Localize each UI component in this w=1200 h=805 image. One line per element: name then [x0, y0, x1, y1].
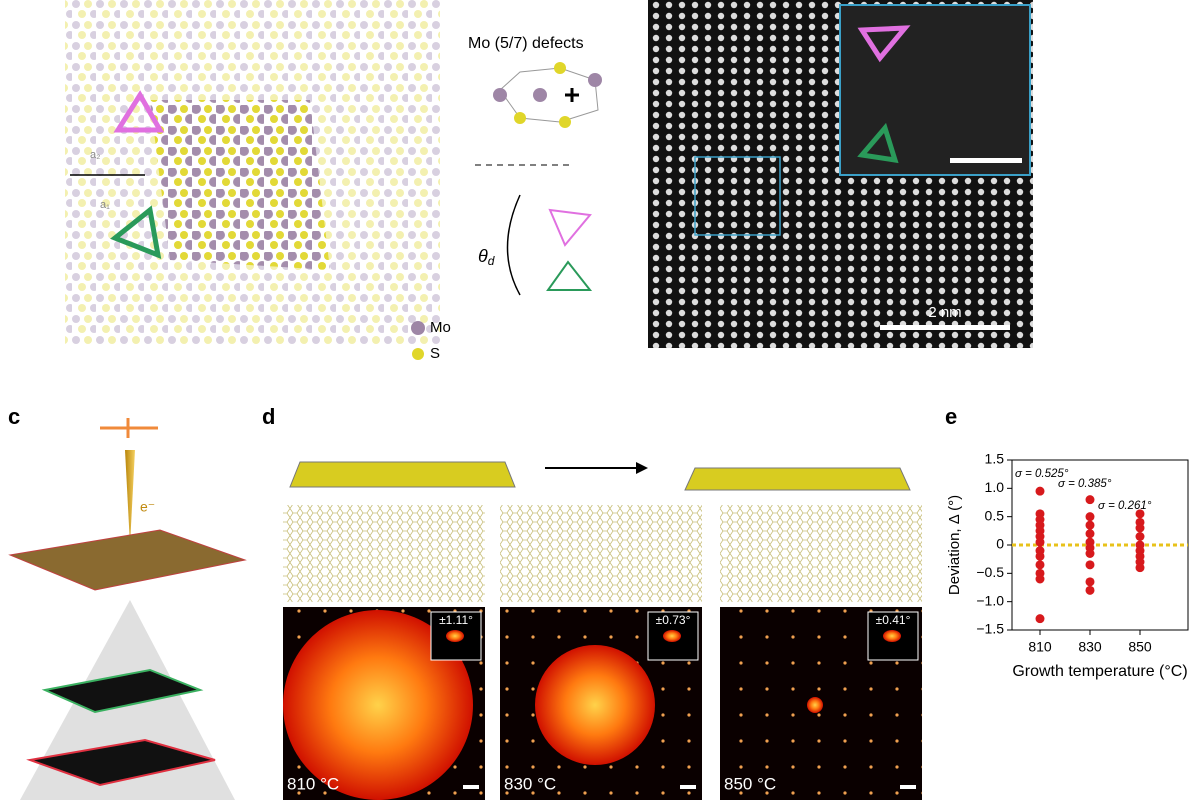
point — [1085, 577, 1095, 587]
glow — [535, 645, 655, 765]
y-axis-label: Deviation, Δ (°) — [946, 495, 963, 595]
annotation: σ = 0.385° — [1058, 478, 1112, 490]
y-tick-label: 1.5 — [985, 451, 1005, 467]
x-axis-label: Growth temperature (°C) — [1012, 663, 1187, 680]
inset-spot — [883, 630, 901, 642]
theta-sub: d — [488, 254, 495, 268]
inset-label: ±0.41° — [876, 613, 911, 627]
arrows — [100, 418, 158, 438]
scale-bar — [950, 158, 1022, 163]
angle-arc — [506, 194, 521, 296]
sample — [8, 529, 247, 591]
lattice — [283, 505, 485, 602]
probe — [125, 450, 135, 545]
point — [1085, 585, 1095, 595]
glow — [283, 610, 473, 800]
point — [1135, 523, 1145, 533]
pattern — [41, 668, 204, 714]
point — [1035, 537, 1045, 547]
panel-label: e — [945, 404, 957, 429]
glow — [807, 697, 823, 713]
y-tick-label: −1.0 — [976, 592, 1004, 608]
inset-spot — [663, 630, 681, 642]
point — [1135, 563, 1145, 573]
theta: θ — [478, 246, 488, 266]
panel-label: d — [262, 404, 275, 429]
lattice — [720, 505, 922, 602]
legend-label: Mo — [430, 319, 451, 336]
x-tick-label: 850 — [1128, 639, 1152, 655]
y-tick-label: 0 — [996, 536, 1004, 552]
x-tick-label: 830 — [1078, 639, 1102, 655]
pattern — [26, 738, 216, 787]
scale-bar — [900, 785, 916, 789]
scale-label: 2 nm — [928, 304, 961, 321]
y-tick-label: −1.5 — [976, 621, 1004, 637]
legend-dot — [412, 348, 424, 360]
triangle — [546, 260, 593, 291]
triangle — [113, 90, 165, 133]
grain — [150, 100, 330, 270]
point — [1085, 529, 1095, 539]
lattice — [500, 505, 702, 602]
arrowhead — [636, 462, 648, 474]
inset-label: ±1.11° — [439, 613, 473, 627]
scale-bar — [463, 785, 479, 789]
vector-label: a₂ — [90, 149, 100, 161]
temperature: 810 °C — [287, 774, 339, 793]
annotation: σ = 0.525° — [1015, 468, 1069, 480]
point — [1035, 614, 1045, 624]
d-panels: ±1.11° 810 °C ±0.73° 830 °C ±0.41° 850 °C — [283, 505, 922, 800]
panel-label: c — [8, 404, 20, 429]
point — [1085, 512, 1095, 522]
point — [1035, 551, 1045, 561]
legend-label: S — [430, 345, 440, 362]
y-tick-label: 1.0 — [985, 479, 1005, 495]
slab — [289, 461, 516, 488]
temperature: 830 °C — [504, 774, 556, 793]
point — [1035, 486, 1045, 496]
point — [1135, 509, 1145, 519]
temperature: 850 °C — [724, 774, 776, 793]
inset-label: ±0.73° — [656, 613, 691, 627]
point — [1085, 560, 1095, 570]
scale-bar — [880, 325, 1010, 330]
triangle — [857, 122, 899, 164]
slab — [684, 467, 911, 491]
roi — [694, 156, 781, 236]
y-tick-label: −0.5 — [976, 564, 1004, 580]
point — [1085, 549, 1095, 558]
defect-ring — [493, 62, 602, 128]
triangle — [548, 208, 592, 247]
annotation: σ = 0.261° — [1098, 500, 1152, 512]
vector-label: a₁ — [100, 199, 110, 211]
point — [1085, 495, 1095, 505]
x-tick-label: 810 — [1028, 639, 1052, 655]
point — [1135, 532, 1145, 541]
y-tick-label: 0.5 — [985, 507, 1005, 523]
electron: e⁻ — [140, 499, 155, 515]
defect-title: Mo (5/7) defects — [468, 35, 584, 52]
scale-bar — [680, 785, 696, 789]
triangle — [857, 25, 911, 63]
triangle — [110, 205, 162, 259]
point — [1085, 520, 1095, 530]
point — [1035, 574, 1045, 584]
inset-spot — [446, 630, 464, 642]
legend-dot — [411, 321, 425, 335]
theta: θd — [478, 246, 495, 268]
point — [1035, 560, 1045, 570]
